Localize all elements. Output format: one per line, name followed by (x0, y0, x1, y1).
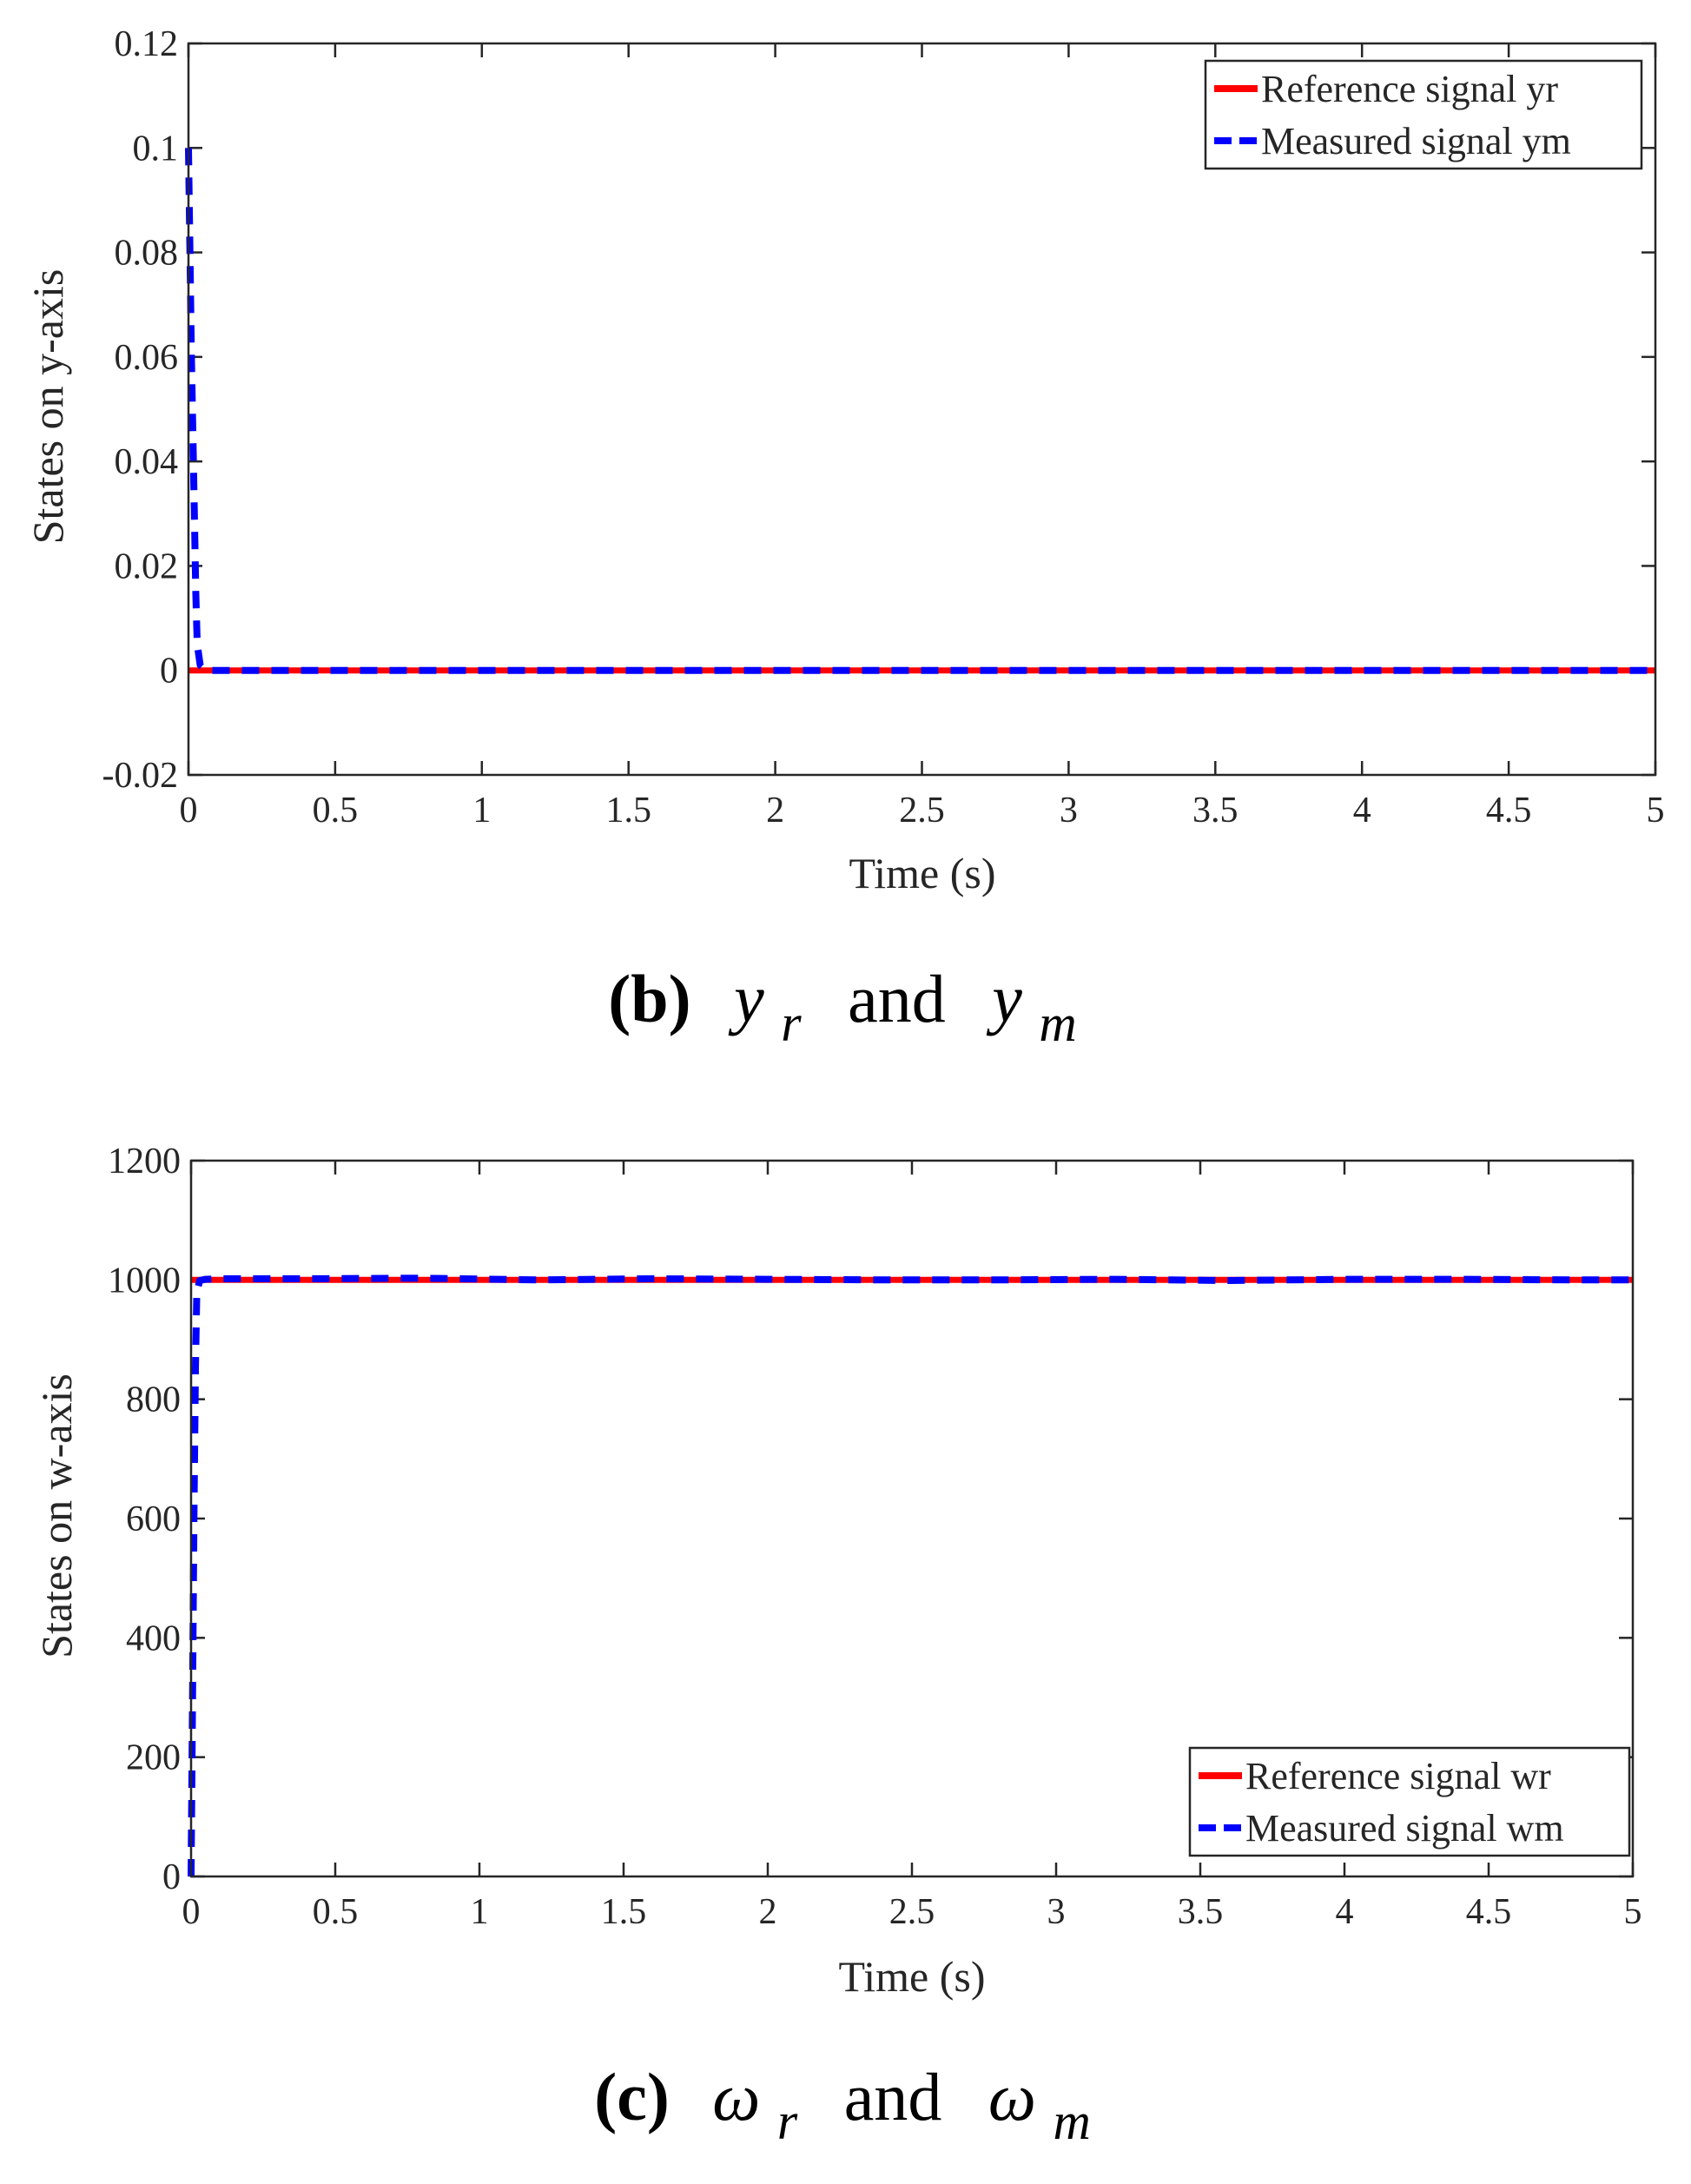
y-tick-label: 0.02 (115, 546, 179, 586)
y-tick-label: 0 (162, 1857, 181, 1897)
chart-w-axis-states: 0 200 400 600 800 1000 1200 0 0.5 1 1.5 2 2.5 3 3.5 4 4… (32, 1142, 1642, 2154)
x-tick-label: 2 (759, 1892, 777, 1932)
y-tick-label: -0.02 (102, 756, 179, 796)
legend-b: Reference signal yr Measured signal ym (1204, 59, 1643, 170)
x-tick-label: 1 (471, 1892, 489, 1932)
caption-b-label: (b) (608, 961, 690, 1036)
y-tick-label: 0.08 (115, 234, 179, 274)
caption-b-var-2: y (986, 961, 1022, 1036)
legend-entry-reference-wr: Reference signal wr (1245, 1755, 1551, 1797)
legend-entry-reference-yr: Reference signal yr (1261, 68, 1558, 110)
caption-c-sub-1: r (777, 2093, 798, 2150)
y-tick-label: 1000 (108, 1261, 181, 1300)
caption-c-sub-2: m (1053, 2093, 1090, 2150)
y-ticks-b: -0.02 0 0.02 0.04 0.06 0.08 0.1 0.12 (102, 24, 1655, 796)
caption-c-var-2: ω (988, 2059, 1036, 2134)
x-axis-label-b: Time (s) (849, 849, 995, 897)
x-tick-label: 3.5 (1192, 791, 1239, 831)
x-tick-label: 1 (472, 791, 491, 831)
x-tick-label: 4 (1353, 791, 1371, 831)
x-tick-label: 0.5 (313, 1892, 359, 1932)
x-tick-label: 1.5 (605, 791, 651, 831)
x-tick-label: 2.5 (889, 1892, 935, 1932)
x-tick-label: 5 (1624, 1892, 1642, 1932)
x-tick-label: 4 (1336, 1892, 1354, 1932)
y-tick-label: 800 (126, 1380, 181, 1420)
series-group-b (185, 148, 1655, 674)
y-tick-label: 0 (160, 652, 178, 692)
x-tick-label: 4.5 (1466, 1892, 1512, 1932)
caption-b-sub-2: m (1039, 995, 1076, 1052)
x-tick-label: 3 (1060, 791, 1078, 831)
legend-box-b (1204, 59, 1643, 170)
x-tick-label: 3.5 (1178, 1892, 1224, 1932)
plot-frame-c (189, 1159, 1635, 1878)
series-group-c (188, 1274, 1633, 1877)
y-axis-label-c: States on w-axis (32, 1373, 81, 1658)
caption-b-var-1: y (728, 961, 764, 1036)
y-tick-label: 200 (126, 1738, 181, 1778)
caption-b-sub-1: r (781, 995, 802, 1052)
x-tick-label: 2 (766, 791, 784, 831)
x-tick-label: 0.5 (313, 791, 359, 831)
x-tick-label: 2.5 (899, 791, 945, 831)
y-axis-label-b: States on y-axis (23, 269, 72, 545)
y-tick-label: 0.1 (133, 129, 179, 169)
x-tick-label: 5 (1647, 791, 1665, 831)
caption-b: (b) y r and y m (608, 961, 1076, 1056)
series-line-measured-b (185, 148, 1655, 674)
y-tick-label: 400 (126, 1618, 181, 1658)
caption-c: (c) ω r and ω m (594, 2059, 1091, 2154)
series-line-measured-c (188, 1274, 1633, 1877)
y-tick-label: 0.12 (115, 24, 179, 64)
legend-c: Reference signal wr Measured signal wm (1188, 1746, 1631, 1857)
x-axis-label-c: Time (s) (838, 1952, 985, 2001)
caption-c-conj: and (844, 2059, 942, 2134)
legend-box-c (1188, 1746, 1631, 1857)
x-tick-label: 4.5 (1486, 791, 1532, 831)
x-tick-label: 0 (180, 791, 198, 831)
x-ticks-b: 0 0.5 1 1.5 2 2.5 3 3.5 4 4.5 5 (180, 43, 1665, 831)
x-tick-label: 1.5 (601, 1892, 647, 1932)
caption-c-label: (c) (594, 2059, 670, 2134)
caption-b-conj: and (848, 961, 946, 1036)
legend-entry-measured-wm: Measured signal wm (1245, 1807, 1564, 1850)
caption-c-var-1: ω (712, 2059, 760, 2134)
x-tick-label: 0 (182, 1892, 201, 1932)
y-tick-label: 0.04 (115, 442, 179, 482)
plot-frame-b (187, 42, 1657, 777)
x-tick-label: 3 (1047, 1892, 1066, 1932)
y-tick-label: 600 (126, 1499, 181, 1539)
legend-entry-measured-ym: Measured signal ym (1261, 120, 1571, 162)
y-tick-label: 1200 (108, 1142, 181, 1181)
y-tick-label: 0.06 (115, 338, 179, 378)
